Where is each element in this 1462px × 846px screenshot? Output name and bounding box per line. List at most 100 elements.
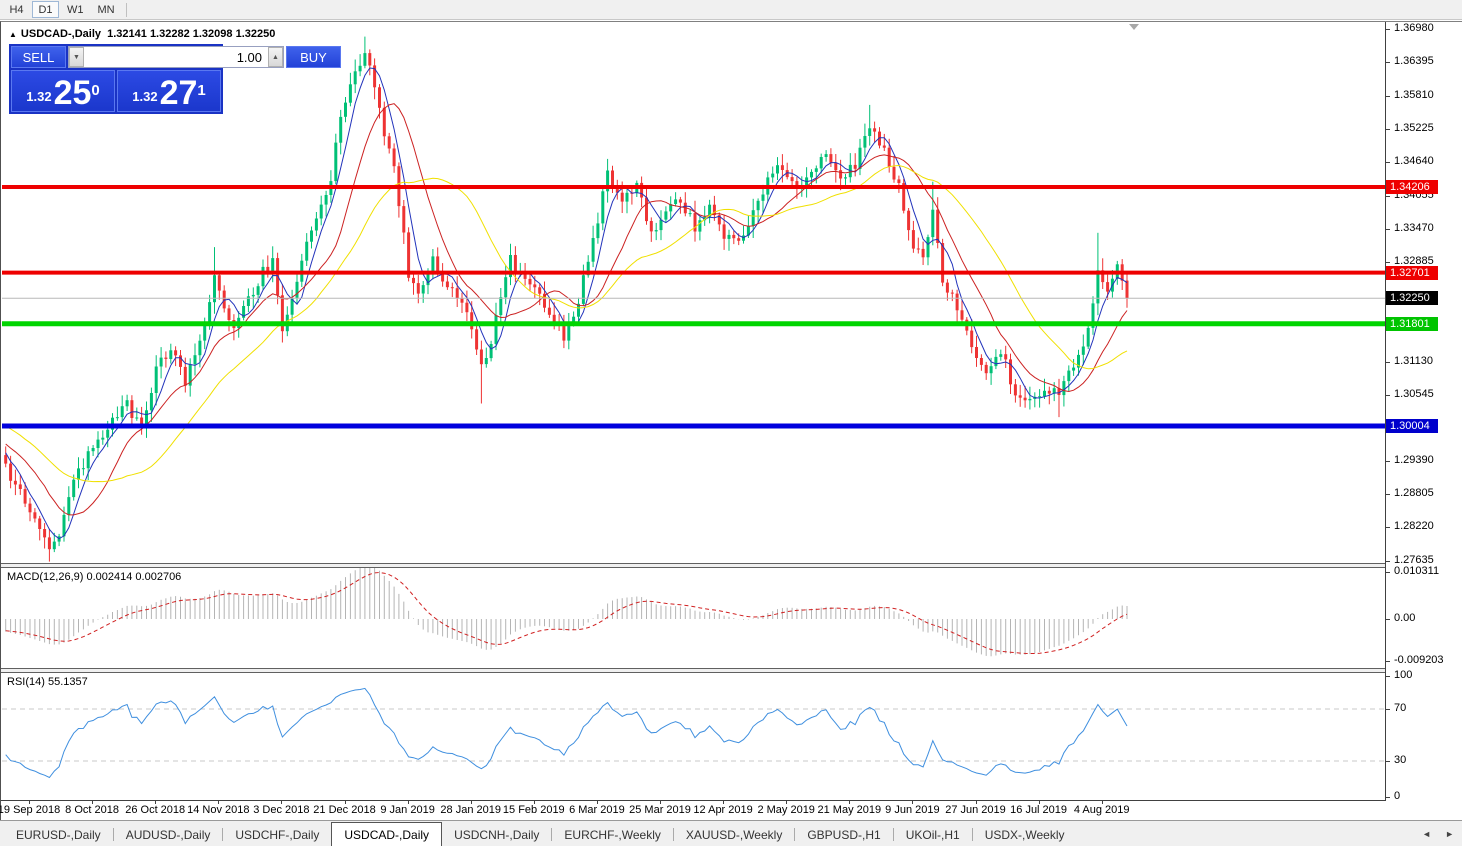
tab-separator [672, 828, 674, 841]
timeframe-toolbar: H4 D1 W1 MN [0, 0, 1462, 20]
chart-tab-xauusd-weekly[interactable]: XAUUSD-,Weekly [685, 828, 783, 842]
macd-values: 0.002414 0.002706 [86, 571, 182, 583]
date-tick-mark [1101, 801, 1103, 804]
chart-tab-audusd-daily[interactable]: AUDUSD-,Daily [125, 828, 211, 842]
chart-title: ▲ USDCAD-,Daily 1.32141 1.32282 1.32098 1… [9, 28, 275, 40]
axis-tick-mark [1386, 262, 1390, 263]
date-tick-label: 9 Jan 2019 [380, 804, 435, 816]
axis-tick-label: 1.36395 [1394, 55, 1434, 67]
volume-spinner: ▼ ▲ [68, 46, 284, 68]
date-tick-mark [470, 801, 472, 804]
date-tick-mark [660, 801, 661, 804]
pane-splitter[interactable] [1, 668, 1385, 673]
date-tick-mark [281, 801, 283, 804]
one-click-trading-panel: SELL ▼ ▲ BUY 1.32 25 0 1.32 27 1 [9, 44, 341, 114]
chart-tab-gbpusd-h1[interactable]: GBPUSD-,H1 [807, 828, 881, 842]
price-chart-canvas[interactable] [2, 25, 1385, 563]
axis-tick-label: 1.28220 [1394, 520, 1434, 532]
chart-tab-eurusd-daily[interactable]: EURUSD-,Daily [16, 828, 101, 842]
axis-tick-mark [1386, 619, 1390, 620]
date-tick-label: 15 Feb 2019 [502, 804, 565, 816]
macd-indicator-canvas[interactable] [2, 568, 1385, 668]
pane-splitter[interactable] [1, 563, 1385, 568]
axis-tick-label: 1.32885 [1394, 255, 1434, 267]
rsi-indicator-canvas[interactable] [2, 673, 1385, 800]
date-tick-label: 19 Sep 2018 [0, 804, 61, 816]
price-scale[interactable]: 1.36980 1.36395 1.35810 1.35225 1.34640 1.340… [1386, 22, 1462, 802]
axis-tick-label: 1.29390 [1394, 454, 1434, 466]
buy-price-button[interactable]: 1.32 27 1 [117, 70, 221, 112]
axis-tick-mark [1386, 29, 1390, 30]
chart-tab-usdcnh-daily[interactable]: USDCNH-,Daily [454, 828, 540, 842]
date-tick-label: 4 Aug 2019 [1073, 804, 1130, 816]
axis-tick-mark [1386, 572, 1390, 573]
chart-tab-eurchf-weekly[interactable]: EURCHF-,Weekly [564, 828, 661, 842]
date-tick-label: 25 Mar 2019 [629, 804, 691, 816]
axis-tick-mark [1386, 96, 1390, 97]
sell-price-main: 25 [53, 74, 92, 112]
chart-tab-usdx-weekly[interactable]: USDX-,Weekly [984, 828, 1065, 842]
volume-increase-button[interactable]: ▲ [268, 47, 283, 67]
date-tick-label: 2 May 2019 [757, 804, 815, 816]
date-tick-mark [786, 801, 788, 804]
date-tick-label: 27 Jun 2019 [945, 804, 1006, 816]
timeframe-button-mn[interactable]: MN [91, 1, 121, 18]
timeframe-button-d1[interactable]: D1 [32, 1, 59, 18]
toolbar-separator [125, 2, 127, 17]
axis-tick-label: 0 [1394, 790, 1401, 802]
axis-tick-mark [1386, 196, 1390, 197]
price-scale-divider [1385, 22, 1386, 801]
scroll-to-end-marker-icon[interactable] [1129, 24, 1139, 30]
price-level-badge: 1.32250 [1386, 291, 1438, 305]
sell-price-button[interactable]: 1.32 25 0 [11, 70, 115, 112]
chart-tab-usdchf-daily[interactable]: USDCHF-,Daily [235, 828, 320, 842]
tab-separator [112, 828, 114, 841]
date-tick-mark [596, 801, 598, 804]
timeframe-button-w1[interactable]: W1 [61, 1, 90, 18]
axis-tick-mark [1386, 661, 1390, 662]
tab-separator [892, 828, 894, 841]
date-tick-mark [975, 801, 977, 804]
date-tick-label: 14 Nov 2018 [187, 804, 250, 816]
axis-tick-mark [1386, 129, 1390, 130]
timeframe-button-h4[interactable]: H4 [3, 1, 30, 18]
pane-divider [1, 800, 1385, 801]
sell-button[interactable]: SELL [11, 46, 66, 68]
axis-tick-label: 0.00 [1394, 612, 1416, 624]
axis-tick-mark [1386, 362, 1390, 363]
tabs-scroll-right-button[interactable]: ► [1445, 829, 1454, 839]
date-tick-label: 8 Oct 2018 [65, 804, 120, 816]
date-tick-label: 16 Jul 2019 [1010, 804, 1068, 816]
axis-tick-label: 1.30545 [1394, 388, 1434, 400]
axis-tick-label: 30 [1394, 754, 1407, 766]
axis-tick-label: 1.27635 [1394, 554, 1434, 566]
axis-tick-label: 1.28805 [1394, 487, 1434, 499]
date-tick-mark [533, 801, 535, 804]
date-tick-label: 6 Mar 2019 [569, 804, 625, 816]
buy-button[interactable]: BUY [286, 46, 341, 68]
date-tick-mark [218, 801, 220, 804]
sell-price-prefix: 1.32 [26, 89, 52, 104]
date-tick-label: 3 Dec 2018 [253, 804, 310, 816]
chart-tab-ukoil-h1[interactable]: UKOil-,H1 [905, 828, 960, 842]
axis-tick-mark [1386, 461, 1390, 462]
rsi-label: RSI(14) 55.1357 [7, 676, 88, 688]
date-axis[interactable]: 19 Sep 2018 8 Oct 2018 26 Oct 2018 14 Nov 2… [0, 801, 1385, 820]
axis-tick-mark [1386, 561, 1390, 562]
volume-decrease-button[interactable]: ▼ [69, 47, 84, 67]
date-tick-label: 21 May 2019 [817, 804, 882, 816]
axis-tick-mark [1386, 162, 1390, 163]
tabs-scroll-left-button[interactable]: ◄ [1422, 829, 1432, 839]
chart-window[interactable]: 1.36980 1.36395 1.35810 1.35225 1.34640 1.340… [0, 21, 1462, 820]
price-level-badge: 1.31801 [1386, 317, 1438, 331]
axis-tick-label: 1.31130 [1394, 355, 1433, 367]
axis-tick-mark [1386, 395, 1390, 396]
chart-tab-usdcad-daily[interactable]: USDCAD-,Daily [331, 822, 443, 846]
collapse-triangle-icon[interactable]: ▲ [9, 30, 17, 39]
date-tick-mark [723, 801, 725, 804]
axis-tick-label: -0.009203 [1394, 654, 1444, 666]
volume-input[interactable] [84, 47, 268, 67]
ohlc-values: 1.32141 1.32282 1.32098 1.32250 [107, 28, 276, 40]
sell-price-pip: 0 [91, 82, 100, 99]
